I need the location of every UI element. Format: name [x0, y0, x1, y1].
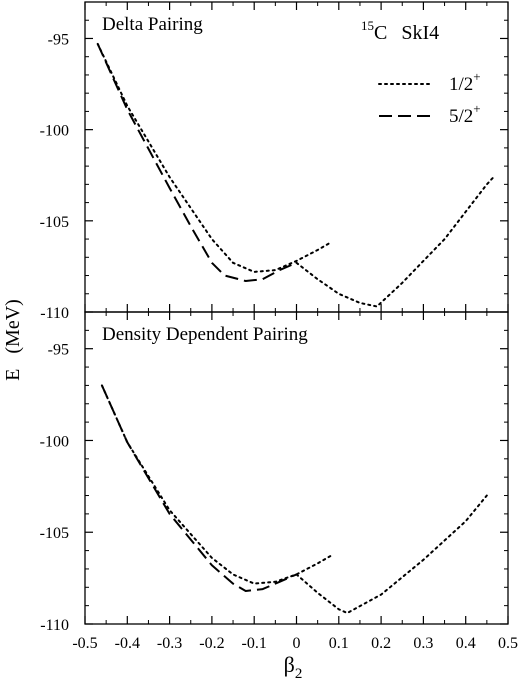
x-axis-label-symbol: β: [284, 652, 295, 677]
panel-title: Density Dependent Pairing: [102, 324, 308, 345]
x-tick-label: -0.5: [72, 635, 97, 652]
panel-density-dependent-pairing: -0.5 -0.4 -0.3 -0.2 -0.1 0 0.1 0.2 0.3 0.4 0.5 -95 -…: [40, 311, 518, 652]
legend: 1/2+ 5/2+: [378, 69, 481, 127]
x-tick-label: -0.4: [115, 635, 140, 652]
y-axis-label-letter: E: [2, 369, 24, 381]
x-tick-label: 0.4: [456, 635, 476, 652]
y-axis-label: E (MeV): [2, 299, 24, 381]
x-tick-label: 0.5: [498, 635, 518, 652]
x-tick-label: -0.2: [199, 635, 224, 652]
y-tick-label: -105: [40, 525, 69, 542]
series-five-half-plus-line: [96, 43, 297, 282]
y-tick-label: -105: [40, 214, 69, 231]
panel-title: Delta Pairing: [102, 14, 203, 35]
nucleus-symbol: C: [374, 22, 387, 44]
y-tick-label: -100: [40, 123, 69, 140]
series-five-half-plus-line: [100, 384, 297, 592]
nucleus-annotation: 15C SkI4: [361, 18, 439, 44]
plot-frame: [84, 1, 509, 313]
x-axis-label-subscript: 2: [295, 666, 303, 682]
series-half-plus-line: [96, 42, 332, 273]
legend-label: 1/2+: [449, 69, 481, 95]
panel-delta-pairing: -95 -100 -105 -110 Delta Pairing 15C SkI4 1/2+ 5…: [40, 1, 509, 322]
x-tick-label: 0.3: [413, 635, 433, 652]
series-half-plus-line: [295, 174, 497, 308]
x-tick-label: 0: [293, 635, 301, 652]
series-half-plus-line: [295, 494, 488, 614]
y-tick-label: -110: [40, 617, 69, 634]
x-axis-label: β2: [284, 652, 303, 682]
x-tick-label: 0.1: [329, 635, 349, 652]
nucleus-mass: 15: [361, 18, 374, 33]
y-tick-label: -110: [40, 305, 69, 322]
x-tick-label: -0.3: [157, 635, 182, 652]
series-half-plus-line: [100, 384, 332, 585]
y-axis-label-unit: (MeV): [2, 299, 24, 353]
x-tick-label: 0.2: [371, 635, 391, 652]
force-label: SkI4: [401, 22, 439, 44]
plot-frame: [84, 311, 509, 625]
legend-label: 5/2+: [449, 101, 481, 127]
y-tick-label: -100: [40, 433, 69, 450]
y-tick-label: -95: [48, 31, 69, 48]
y-tick-label: -95: [48, 342, 69, 359]
x-tick-label: -0.1: [242, 635, 267, 652]
